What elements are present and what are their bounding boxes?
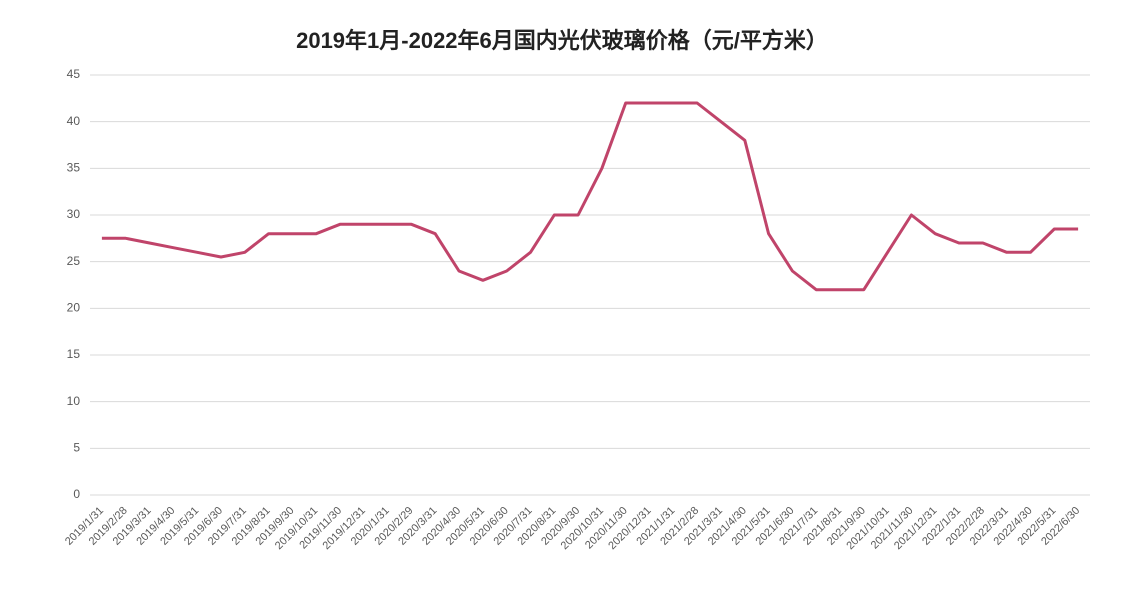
- y-tick-label: 25: [67, 254, 81, 268]
- y-tick-label: 35: [67, 161, 81, 175]
- y-tick-label: 45: [67, 67, 81, 81]
- price-line: [101, 101, 1079, 292]
- y-tick-label: 40: [67, 114, 81, 128]
- y-tick-label: 20: [67, 301, 81, 315]
- y-tick-label: 30: [67, 207, 81, 221]
- y-tick-label: 5: [73, 441, 80, 455]
- y-tick-label: 0: [73, 487, 80, 501]
- y-tick-label: 10: [67, 394, 81, 408]
- chart-title: 2019年1月-2022年6月国内光伏玻璃价格（元/平方米）: [296, 28, 828, 53]
- y-tick-label: 15: [67, 347, 81, 361]
